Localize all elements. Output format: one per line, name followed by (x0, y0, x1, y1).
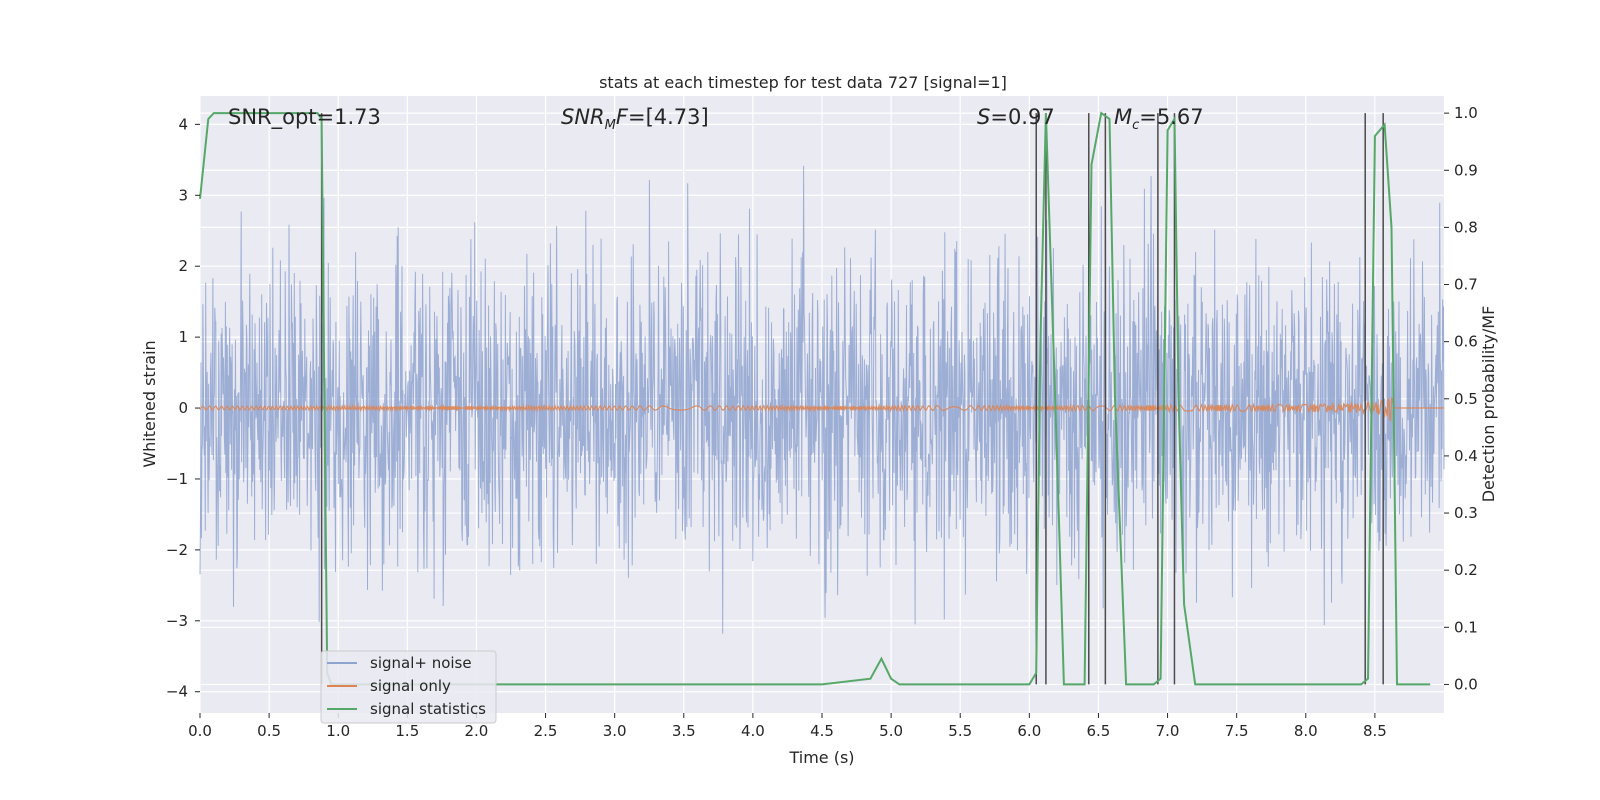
x-tick-label-13: 6.5 (1087, 722, 1111, 740)
y-left-tick-label-4: 0 (178, 399, 188, 417)
y-axis-label-right: Detection probability/MF (1479, 306, 1498, 503)
x-tick-label-17: 8.5 (1363, 722, 1387, 740)
y-right-tick-label-5: 0.5 (1454, 390, 1478, 408)
x-tick-label-3: 1.5 (395, 722, 419, 740)
y-axis-label-left: Whitened strain (140, 340, 159, 467)
y-left-tick-label-0: 4 (178, 115, 188, 133)
y-right-tick-label-3: 0.7 (1454, 276, 1478, 294)
legend-box (320, 650, 497, 724)
annotation-snr-opt: SNR_opt=1.73 (228, 105, 381, 130)
y-ticks-right: 1.0 0.9 0.8 0.7 0.6 0.5 0.4 0.3 0.2 0.1 0.0 (1444, 104, 1478, 693)
annotation-mc-value: =5.67 (1139, 105, 1203, 129)
y-right-tick-label-7: 0.3 (1454, 504, 1478, 522)
y-right-tick-label-10: 0.0 (1454, 675, 1478, 693)
x-tick-label-4: 2.0 (465, 722, 489, 740)
y-right-tick-label-4: 0.6 (1454, 333, 1478, 351)
y-left-tick-label-5: −1 (166, 470, 188, 488)
y-right-tick-label-2: 0.8 (1454, 218, 1478, 236)
y-left-tick-label-8: −4 (166, 683, 188, 701)
y-ticks-left: 4 3 2 1 0 −1 −2 −3 −4 (166, 115, 200, 701)
x-tick-label-0: 0.0 (188, 722, 212, 740)
legend-label-stats: signal statistics (370, 700, 486, 718)
legend-label-strain: signal+ noise (370, 654, 472, 672)
y-left-tick-label-2: 2 (178, 257, 188, 275)
legend: signal+ noise signal only signal statist… (320, 650, 497, 724)
x-tick-label-14: 7.0 (1156, 722, 1180, 740)
x-ticks: 0.0 0.5 1.0 1.5 2.0 2.5 3.0 3.5 4.0 4.5 5.0 5.5 6.0 6… (188, 713, 1387, 740)
legend-label-signal: signal only (370, 677, 451, 695)
annotation-s-value: =0.97 (990, 105, 1054, 129)
series-signal-plus-noise (199, 165, 1445, 634)
y-right-tick-label-9: 0.1 (1454, 618, 1478, 636)
y-right-tick-label-8: 0.2 (1454, 561, 1478, 579)
x-tick-label-2: 1.0 (326, 722, 350, 740)
x-tick-label-1: 0.5 (257, 722, 281, 740)
y-left-tick-label-6: −2 (166, 541, 188, 559)
strain-series-group (199, 165, 1445, 634)
y-left-tick-label-1: 3 (178, 186, 188, 204)
x-tick-label-16: 8.0 (1294, 722, 1318, 740)
x-tick-label-6: 3.0 (603, 722, 627, 740)
annotation-s: S=0.97 (977, 105, 1055, 129)
y-right-tick-label-6: 0.4 (1454, 447, 1478, 465)
y-left-tick-label-7: −3 (166, 612, 188, 630)
x-tick-label-12: 6.0 (1017, 722, 1041, 740)
y-left-tick-label-3: 1 (178, 328, 188, 346)
x-tick-label-5: 2.5 (534, 722, 558, 740)
x-tick-label-10: 5.0 (879, 722, 903, 740)
chart-title: stats at each timestep for test data 727… (599, 73, 1007, 92)
x-tick-label-11: 5.5 (948, 722, 972, 740)
x-tick-label-9: 4.5 (810, 722, 834, 740)
y-right-tick-label-0: 1.0 (1454, 104, 1478, 122)
x-axis-label: Time (s) (788, 748, 854, 767)
annotation-mc: Mc=5.67 (1114, 105, 1204, 133)
x-tick-label-15: 7.5 (1225, 722, 1249, 740)
annotation-snr-mf-value: [4.73] (646, 105, 709, 129)
y-right-tick-label-1: 0.9 (1454, 161, 1478, 179)
annotation-snr-mf: SNRMF=[4.73] (561, 105, 709, 133)
signal-series-group (199, 397, 1444, 422)
x-tick-label-7: 3.5 (672, 722, 696, 740)
series-signal-only (199, 397, 1444, 422)
x-tick-label-8: 4.0 (741, 722, 765, 740)
